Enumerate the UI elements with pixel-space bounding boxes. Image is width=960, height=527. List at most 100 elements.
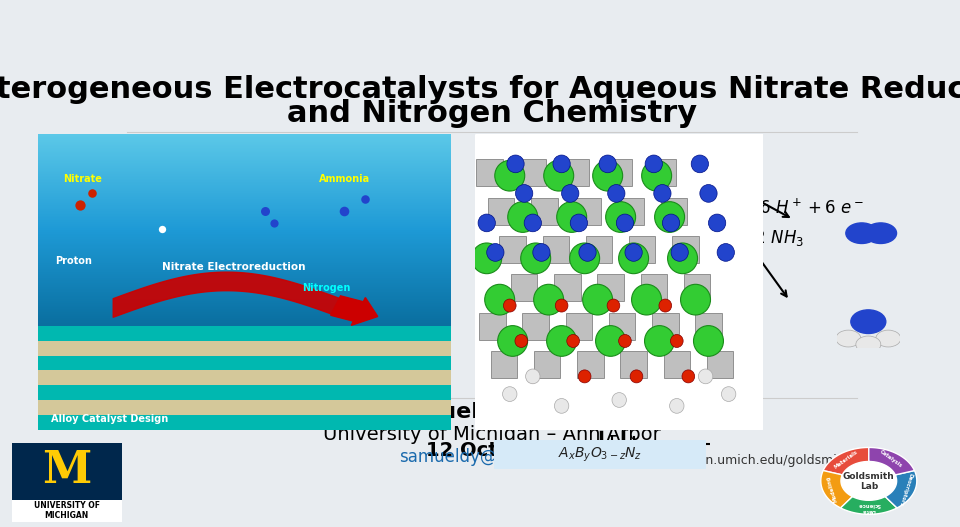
Text: Catalysis: Catalysis [879,450,903,469]
Circle shape [606,202,636,232]
Circle shape [546,326,577,356]
Circle shape [698,369,712,384]
FancyBboxPatch shape [484,438,716,471]
Point [257,207,273,216]
Circle shape [503,387,516,402]
Circle shape [507,155,524,173]
Circle shape [662,214,680,232]
Circle shape [618,243,649,274]
Circle shape [842,462,896,500]
Circle shape [693,326,724,356]
Circle shape [654,184,671,202]
Point [84,189,100,198]
Circle shape [717,243,734,261]
Text: Lab: Lab [859,482,878,491]
Circle shape [508,202,538,232]
Circle shape [681,284,710,315]
Circle shape [592,160,623,191]
Circle shape [659,299,672,312]
Text: 12 Oct 2023: 12 Oct 2023 [425,441,559,460]
Point [266,219,281,227]
Circle shape [721,387,735,402]
Bar [12,443,122,500]
Circle shape [670,335,684,347]
Circle shape [533,243,550,261]
Circle shape [630,370,643,383]
Circle shape [471,243,502,274]
Circle shape [655,202,684,232]
Text: Goldsmith: Goldsmith [843,472,895,481]
Bar [38,341,451,356]
Circle shape [708,214,726,232]
Circle shape [497,326,528,356]
Bar [38,400,451,415]
Circle shape [700,184,717,202]
Text: Alloy Catalyst Design: Alloy Catalyst Design [51,414,168,424]
Circle shape [503,299,516,312]
Circle shape [632,284,661,315]
Text: Nitrate Electroreduction: Nitrate Electroreduction [162,262,305,272]
Text: Data
Science: Data Science [857,502,880,513]
Circle shape [599,155,616,173]
Circle shape [543,160,574,191]
Polygon shape [823,447,869,475]
Bar [38,370,451,385]
Circle shape [478,214,495,232]
Circle shape [554,398,568,413]
Text: $A_xB_yO_{3-z}N_z$: $A_xB_yO_{3-z}N_z$ [558,445,642,464]
Circle shape [618,335,632,347]
Bar [38,326,451,341]
Circle shape [515,335,528,347]
Circle shape [846,223,877,243]
Circle shape [856,336,881,353]
Circle shape [557,202,587,232]
Circle shape [555,299,568,312]
Polygon shape [869,447,915,475]
Circle shape [625,243,642,261]
Polygon shape [885,471,917,508]
Circle shape [876,330,900,347]
Text: Samuel D. Young: Samuel D. Young [386,402,598,422]
Point [336,207,351,216]
Text: Descriptors: Descriptors [898,472,913,506]
Point [155,225,170,233]
Text: samueldy@umich.edu: samueldy@umich.edu [399,448,585,466]
Bar [38,356,451,370]
Text: Nitrate: Nitrate [63,173,102,183]
Text: $N_2 + 6\ H^+ + 6\ e^-$: $N_2 + 6\ H^+ + 6\ e^-$ [719,197,864,219]
Circle shape [526,370,540,383]
Point [72,201,87,209]
Circle shape [607,299,620,312]
Circle shape [494,160,525,191]
Text: Modeling: Modeling [826,475,839,503]
Circle shape [516,184,533,202]
Circle shape [525,369,540,384]
Circle shape [669,398,684,413]
Circle shape [485,284,515,315]
Circle shape [851,310,886,334]
Circle shape [682,370,695,383]
Bar [38,385,451,400]
Bar [38,415,451,430]
Text: http://cheresearch.engin.umich.edu/goldsmith/: http://cheresearch.engin.umich.edu/golds… [561,454,855,467]
Point [357,195,372,203]
Text: M: M [42,449,91,492]
Circle shape [566,335,580,347]
Circle shape [612,393,626,407]
Circle shape [616,214,634,232]
Circle shape [583,284,612,315]
Text: Heterogeneous Electrocatalysts for Aqueous Nitrate Reduction: Heterogeneous Electrocatalysts for Aqueo… [0,75,960,104]
Circle shape [569,243,600,274]
FancyArrow shape [330,296,377,325]
Text: UNIVERSITY OF
MICHIGAN: UNIVERSITY OF MICHIGAN [34,501,100,520]
Bar [12,500,122,522]
Circle shape [836,330,861,347]
Circle shape [865,223,897,243]
Circle shape [671,243,688,261]
Text: and Nitrogen Chemistry: and Nitrogen Chemistry [287,100,697,129]
Circle shape [608,184,625,202]
Text: University of Michigan – Ann Arbor: University of Michigan – Ann Arbor [324,425,660,444]
FancyBboxPatch shape [472,131,766,433]
Circle shape [645,155,662,173]
Circle shape [524,214,541,232]
